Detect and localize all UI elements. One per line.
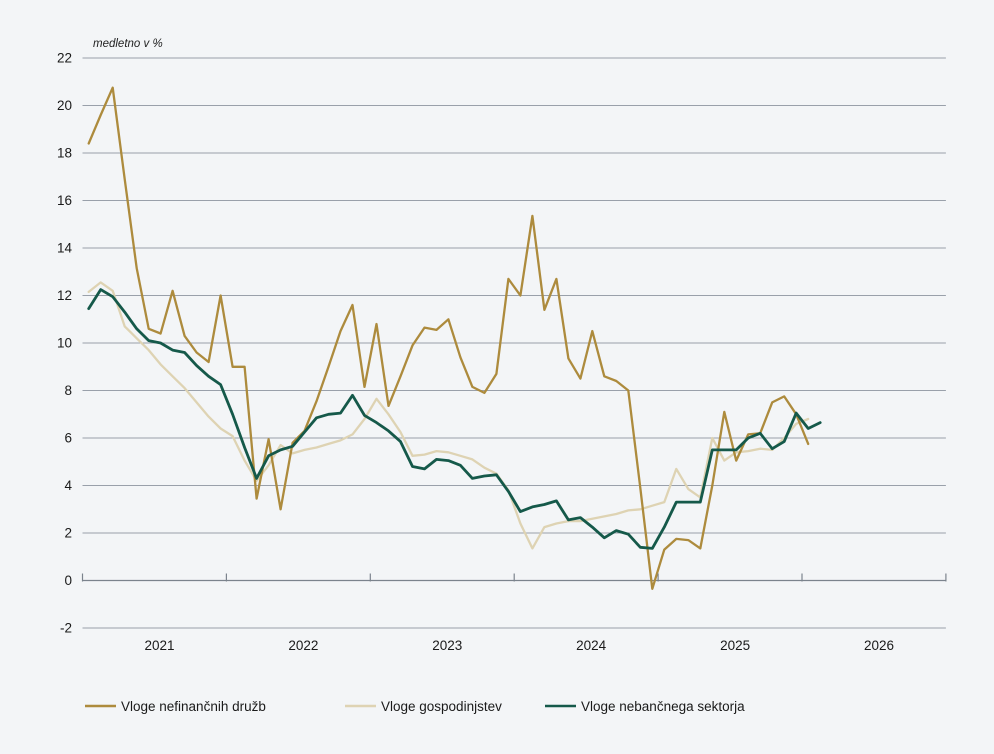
legend: Vloge nefinančnih družb Vloge gospodinjs… [85, 699, 745, 714]
y-tick-label: 0 [64, 573, 72, 588]
y-tick-label: 4 [64, 478, 72, 493]
y-tick-label: 8 [64, 383, 72, 398]
y-tick-label: -2 [60, 621, 72, 636]
y-tick-label: 22 [57, 51, 72, 66]
axis-layer: 2021 2022 2023 2024 2025 2026 [81, 573, 947, 653]
legend-item-nebancni-sektor: Vloge nebančnega sektorja [545, 699, 745, 714]
legend-label-nefinancne-druzbe: Vloge nefinančnih družb [121, 699, 266, 714]
legend-label-nebancni-sektor: Vloge nebančnega sektorja [581, 699, 745, 714]
y-tick-label: 20 [57, 98, 72, 113]
y-tick-label: 14 [57, 241, 73, 256]
y-tick-label: 18 [57, 146, 72, 161]
legend-label-gospodinjstva: Vloge gospodinjstev [381, 699, 502, 714]
y-tick-label: 12 [57, 288, 72, 303]
series-line-2 [87, 288, 822, 550]
y-tick-label: 6 [64, 431, 72, 446]
year-label: 2021 [144, 638, 174, 653]
legend-item-gospodinjstva: Vloge gospodinjstev [345, 699, 502, 714]
year-label: 2022 [288, 638, 318, 653]
year-label: 2025 [720, 638, 750, 653]
y-tick-label: 16 [57, 193, 72, 208]
y-tick-label: 10 [57, 336, 72, 351]
series-line-0 [87, 86, 810, 590]
year-label: 2024 [576, 638, 607, 653]
legend-item-nefinancne-druzbe: Vloge nefinančnih družb [85, 699, 266, 714]
series-line-1 [87, 281, 810, 550]
year-label: 2026 [864, 638, 894, 653]
axis-unit-note: medletno v % [93, 38, 163, 50]
y-tick-label: 2 [64, 526, 72, 541]
series-layer [87, 86, 822, 590]
year-label: 2023 [432, 638, 462, 653]
